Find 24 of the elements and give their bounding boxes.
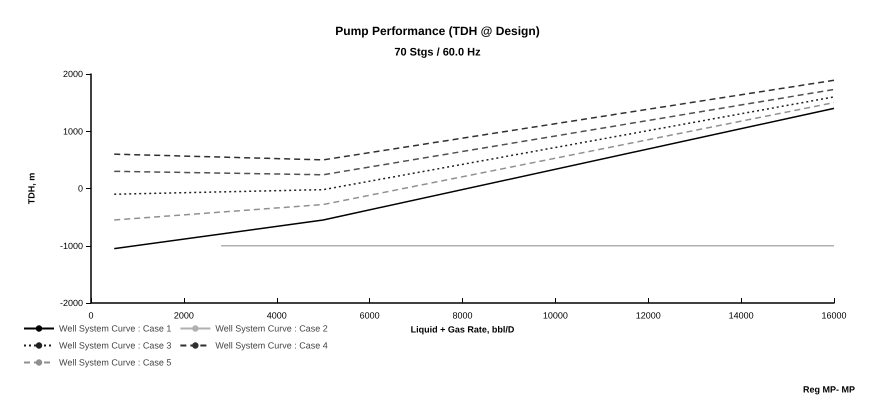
x-tick-label: 0 xyxy=(88,310,94,320)
x-tick-label: 12000 xyxy=(636,310,661,320)
legend-label: Well System Curve : Case 5 xyxy=(59,358,172,368)
y-tick-label: 1000 xyxy=(62,126,83,136)
legend-label: Well System Curve : Case 2 xyxy=(215,324,328,334)
y-tick-label: 2000 xyxy=(62,69,83,79)
x-tick-label: 8000 xyxy=(452,310,473,320)
text: Reg MP- MP xyxy=(803,384,856,394)
legend-label: Well System Curve : Case 1 xyxy=(59,324,172,334)
legend-label: Well System Curve : Case 3 xyxy=(59,340,172,350)
legend-label: Well System Curve : Case 4 xyxy=(215,340,328,350)
x-tick-label: 14000 xyxy=(728,310,754,320)
x-tick-label: 2000 xyxy=(174,310,194,320)
x-axis-title: Liquid + Gas Rate, bbl/D xyxy=(410,324,515,334)
x-tick-label: 6000 xyxy=(360,310,380,320)
y-axis-title: TDH, m xyxy=(26,172,36,204)
x-tick-label: 4000 xyxy=(266,310,287,320)
y-tick-label: 0 xyxy=(78,184,83,194)
chart-title: Pump Performance (TDH @ Design) xyxy=(335,24,540,38)
y-tick-label: -2000 xyxy=(60,298,83,308)
y-tick-label: -1000 xyxy=(60,240,83,251)
chart-subtitle: 70 Stgs / 60.0 Hz xyxy=(394,46,482,58)
x-tick-label: 10000 xyxy=(542,310,568,320)
x-tick-label: 16000 xyxy=(821,310,847,320)
